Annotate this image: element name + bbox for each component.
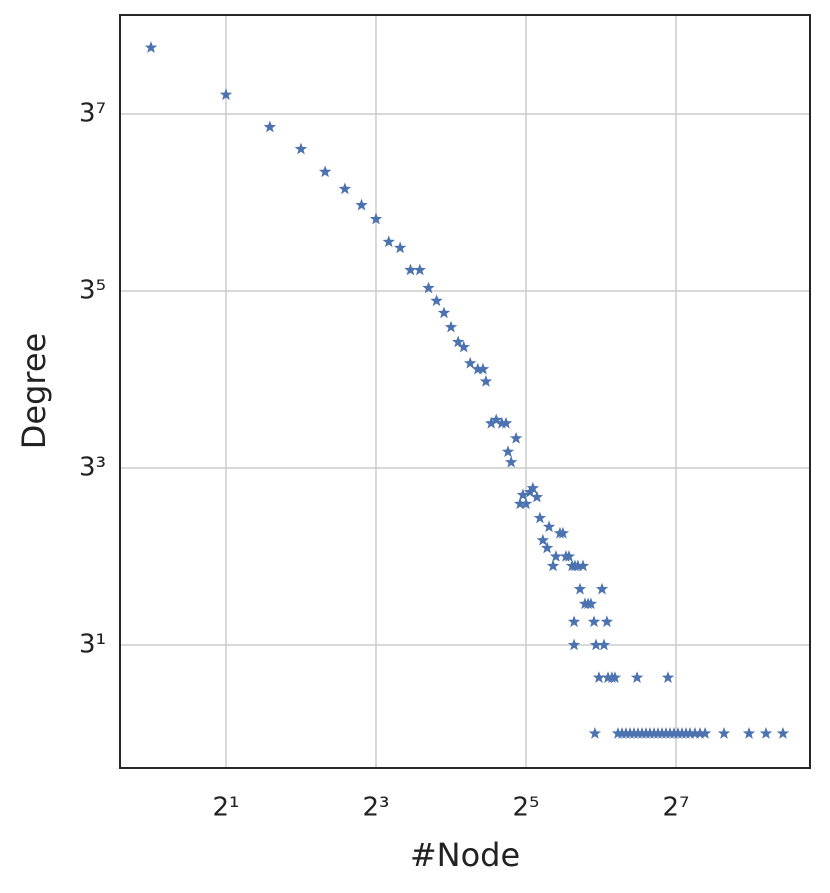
y-tick-label: 3³	[79, 453, 106, 483]
point	[533, 511, 547, 524]
point	[457, 340, 470, 353]
point	[452, 335, 465, 348]
point	[587, 615, 601, 628]
plot-frame	[119, 14, 811, 769]
point	[501, 445, 515, 458]
point	[536, 533, 550, 546]
point	[571, 559, 585, 572]
point	[318, 165, 332, 178]
x-axis-label: #Node	[410, 836, 520, 874]
point	[595, 582, 609, 595]
point	[589, 638, 603, 651]
point	[717, 727, 731, 739]
y-tick-label: 3⁷	[79, 98, 106, 128]
point	[294, 142, 308, 155]
point	[463, 356, 477, 369]
point	[588, 727, 602, 739]
point	[144, 41, 158, 53]
point	[573, 582, 587, 595]
point	[549, 550, 563, 562]
point	[776, 727, 790, 739]
point	[540, 541, 554, 554]
y-tick-label: 3⁵	[79, 275, 106, 305]
point	[509, 431, 523, 444]
point	[546, 559, 560, 572]
point	[576, 559, 590, 572]
point	[471, 362, 484, 375]
point	[630, 671, 644, 683]
point	[608, 671, 622, 683]
point	[661, 671, 675, 683]
point	[504, 455, 518, 468]
point	[556, 526, 570, 539]
point	[592, 671, 606, 683]
point	[476, 362, 490, 375]
point	[584, 597, 598, 610]
point	[600, 615, 614, 628]
y-axis-label: Degree	[15, 333, 53, 449]
point	[698, 727, 712, 739]
point	[404, 263, 417, 276]
point	[338, 182, 352, 195]
point	[597, 638, 611, 651]
point	[355, 198, 368, 211]
point	[519, 497, 533, 510]
point	[567, 638, 581, 651]
point	[263, 120, 277, 133]
point	[437, 306, 451, 319]
point	[562, 550, 576, 562]
point	[693, 727, 707, 739]
x-tick-label: 2⁷	[663, 793, 690, 823]
point	[742, 727, 756, 739]
point	[479, 375, 493, 387]
y-tick-label: 3¹	[79, 630, 106, 660]
point	[413, 263, 427, 276]
point	[513, 497, 527, 510]
point	[382, 235, 395, 248]
point	[219, 88, 233, 101]
point	[516, 488, 530, 501]
point	[430, 294, 443, 307]
x-tick-label: 2⁵	[513, 793, 540, 823]
point	[499, 416, 513, 429]
x-tick-label: 2¹	[213, 793, 240, 823]
point	[444, 320, 458, 333]
point	[688, 727, 702, 739]
point	[542, 520, 556, 533]
point	[759, 727, 773, 739]
x-tick-label: 2³	[363, 793, 390, 823]
point	[526, 481, 540, 494]
point	[485, 416, 498, 429]
point	[422, 281, 435, 294]
point	[530, 490, 544, 503]
point	[369, 212, 383, 225]
point	[490, 413, 503, 426]
point	[683, 727, 697, 739]
point	[567, 615, 581, 628]
point	[393, 241, 407, 254]
